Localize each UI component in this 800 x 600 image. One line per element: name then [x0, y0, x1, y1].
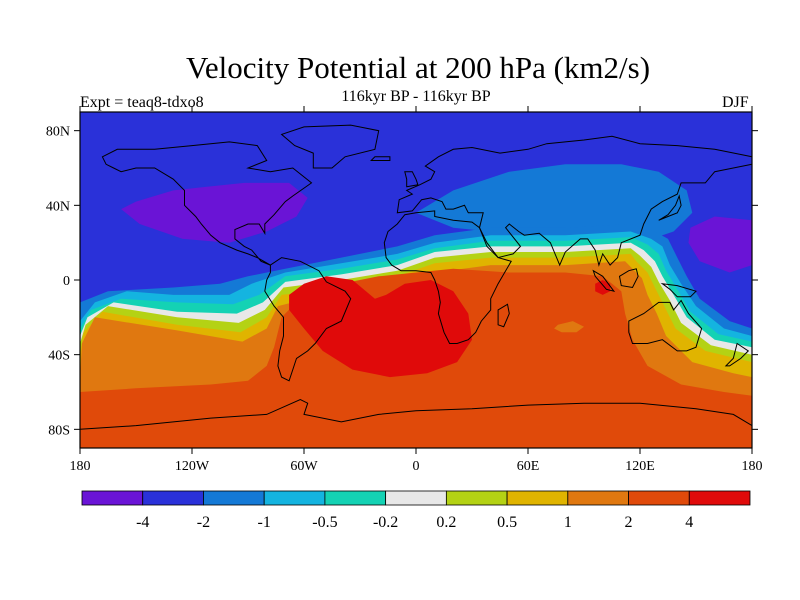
coast-iceland: [369, 156, 391, 161]
colorbar-swatch: [142, 490, 204, 506]
coast-borneo: [618, 268, 639, 289]
lon-tick-label: 120E: [625, 459, 655, 474]
coast-new-zealand: [724, 342, 750, 367]
contour-max-maritime: [595, 280, 611, 295]
colorbar-swatch: [385, 490, 447, 506]
lat-tick-label: 40N: [46, 199, 70, 214]
lat-tick-label: 0: [63, 274, 70, 289]
map-panel: [80, 112, 752, 448]
contour-max-south-atlantic: [289, 276, 472, 378]
colorbar-label: -1: [258, 514, 271, 531]
contour-westpacific-low: [688, 216, 752, 273]
lat-tick-label: 40S: [48, 349, 70, 364]
coast-australia: [628, 299, 703, 352]
colorbar-swatch: [81, 490, 144, 506]
coast-british-isles: [404, 171, 419, 188]
contour-orange-indian-patch: [554, 321, 584, 333]
colorbar: -4 -2 -1 -0.5 -0.2 0.2 0.5 1 2 4: [81, 490, 751, 531]
plot-subtitle: 116kyr BP - 116kyr BP: [341, 88, 491, 105]
lon-tick-label: 60E: [517, 459, 540, 474]
experiment-label: Expt = teaq8-tdxo8: [80, 94, 204, 111]
colorbar-label: 1: [564, 514, 572, 531]
colorbar-label: 4: [685, 514, 693, 531]
colorbar-label: 2: [625, 514, 633, 531]
coast-south-america: [264, 257, 352, 382]
lat-tick-label: 80S: [48, 423, 70, 438]
coast-japan: [658, 194, 682, 221]
colorbar-label: 0.5: [497, 514, 517, 531]
coast-sumatra: [592, 269, 616, 293]
coast-greenland: [280, 124, 380, 169]
colorbar-swatch: [506, 490, 569, 506]
colorbar-swatch: [324, 490, 387, 506]
velocity-potential-contours: [80, 112, 752, 448]
plot-title: Velocity Potential at 200 hPa (km2/s): [185, 50, 651, 85]
coastlines: [80, 124, 752, 448]
axis-ticks: [74, 106, 758, 454]
colorbar-label: -4: [136, 514, 149, 531]
coast-africa: [383, 210, 512, 344]
coast-antarctica: [80, 398, 752, 448]
colorbar-label: 0.2: [436, 514, 456, 531]
lat-tick-label: 80N: [46, 125, 70, 140]
colorbar-label: -2: [197, 514, 210, 531]
colorbar-swatch: [203, 490, 265, 506]
lon-tick-label: 60W: [290, 459, 318, 474]
colorbar-label: -0.5: [312, 514, 337, 531]
lon-tick-label: 180: [742, 459, 763, 474]
lon-tick-label: 180: [70, 459, 91, 474]
season-label: DJF: [722, 94, 749, 111]
contour-eurasia-mid-blue: [416, 164, 693, 243]
coast-new-guinea: [660, 282, 697, 298]
lon-tick-label: 0: [413, 459, 420, 474]
colorbar-swatch: [688, 490, 751, 506]
colorbar-swatch: [628, 490, 690, 506]
colorbar-label: -0.2: [373, 514, 398, 531]
lon-tick-label: 120W: [175, 459, 210, 474]
colorbar-swatch: [263, 490, 326, 506]
coast-north-america: [101, 141, 313, 266]
coast-madagascar: [497, 303, 510, 328]
colorbar-swatch: [445, 490, 508, 506]
axis-tick-labels: 180 120W 60W 0 60E 120E 180 80N 40N 0 40S 80S: [46, 125, 763, 474]
colorbar-swatch: [567, 490, 629, 506]
